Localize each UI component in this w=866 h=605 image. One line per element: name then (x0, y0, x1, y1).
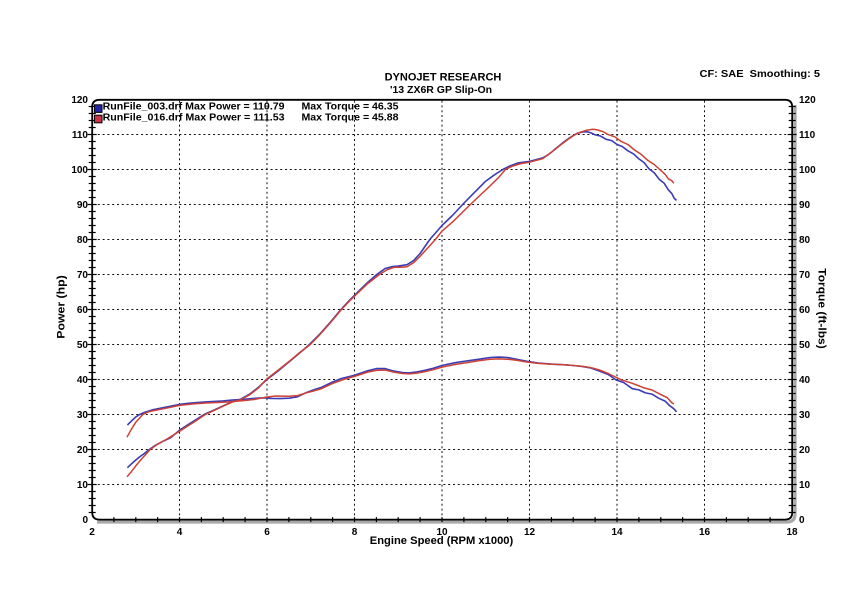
svg-text:80: 80 (77, 235, 89, 246)
svg-text:90: 90 (77, 200, 89, 211)
svg-text:30: 30 (799, 410, 811, 421)
svg-text:Engine Speed (RPM x1000): Engine Speed (RPM x1000) (370, 535, 514, 547)
svg-text:'13 ZX6R GP Slip-On: '13 ZX6R GP Slip-On (390, 84, 492, 96)
svg-text:120: 120 (71, 95, 88, 106)
svg-text:10: 10 (77, 480, 89, 491)
svg-text:120: 120 (799, 95, 816, 106)
svg-text:0: 0 (82, 515, 88, 526)
svg-text:10: 10 (799, 480, 811, 491)
svg-text:Power (hp): Power (hp) (56, 275, 68, 339)
svg-text:DYNOJET RESEARCH: DYNOJET RESEARCH (385, 72, 502, 84)
svg-text:RunFile_003.drf Max Power = 11: RunFile_003.drf Max Power = 110.79 (103, 102, 285, 113)
svg-text:20: 20 (799, 445, 811, 456)
svg-text:110: 110 (72, 130, 89, 141)
svg-text:CF: SAE Smoothing: 5: CF: SAE Smoothing: 5 (700, 68, 821, 80)
svg-text:80: 80 (799, 235, 811, 246)
svg-text:12: 12 (524, 527, 536, 538)
svg-text:4: 4 (177, 527, 183, 538)
svg-text:60: 60 (799, 305, 811, 316)
svg-text:30: 30 (77, 410, 89, 421)
svg-text:2: 2 (89, 527, 95, 538)
svg-text:40: 40 (799, 375, 811, 386)
svg-text:70: 70 (77, 270, 89, 281)
svg-text:6: 6 (264, 527, 270, 538)
svg-text:Max Torque = 46.35: Max Torque = 46.35 (302, 102, 399, 113)
svg-text:110: 110 (799, 130, 816, 141)
svg-text:90: 90 (799, 200, 811, 211)
svg-text:50: 50 (77, 340, 89, 351)
svg-text:20: 20 (77, 445, 89, 456)
svg-text:60: 60 (77, 305, 89, 316)
svg-text:40: 40 (77, 375, 89, 386)
svg-text:16: 16 (699, 527, 711, 538)
svg-text:100: 100 (71, 165, 88, 176)
svg-text:100: 100 (799, 165, 816, 176)
svg-text:50: 50 (799, 340, 811, 351)
svg-text:18: 18 (786, 527, 798, 538)
svg-text:Max Torque = 45.88: Max Torque = 45.88 (302, 112, 399, 123)
svg-text:14: 14 (611, 527, 623, 538)
svg-text:0: 0 (799, 515, 805, 526)
svg-text:70: 70 (799, 270, 811, 281)
svg-text:Torque (ft-lbs): Torque (ft-lbs) (816, 268, 828, 349)
svg-text:8: 8 (352, 527, 358, 538)
svg-text:RunFile_016.drf Max Power = 11: RunFile_016.drf Max Power = 111.53 (103, 112, 285, 123)
svg-text:10: 10 (436, 527, 448, 538)
